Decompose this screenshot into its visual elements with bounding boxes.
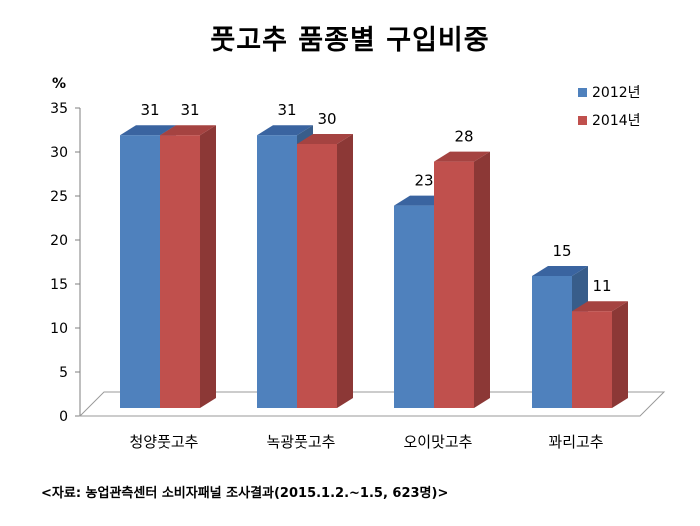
bar-side	[200, 125, 216, 408]
y-tick-label: 25	[50, 189, 68, 205]
data-label: 31	[180, 101, 199, 119]
bar	[532, 276, 572, 408]
bar-top	[120, 125, 176, 136]
y-tick-label: 0	[59, 409, 68, 425]
bar	[120, 135, 160, 408]
data-label: 15	[552, 242, 571, 260]
data-label: 11	[592, 277, 611, 295]
bar	[297, 144, 337, 408]
bar-top	[532, 266, 588, 276]
bar	[257, 135, 297, 408]
source-note: <자료: 농업관측센터 소비자패널 조사결과(2015.1.2.~1.5, 62…	[41, 486, 449, 501]
bar-top	[160, 125, 216, 136]
chart-floor	[78, 391, 666, 417]
chart-title: 풋고추 품종별 구입비중	[210, 25, 490, 56]
y-tick-label: 35	[50, 101, 68, 117]
bar	[572, 311, 612, 408]
y-tick-label: 20	[50, 233, 68, 249]
bar	[394, 205, 434, 408]
legend-label: 2014년	[592, 113, 641, 129]
x-tick-label: 꽈리고추	[548, 433, 603, 451]
data-label: 31	[277, 101, 296, 119]
bar	[434, 161, 474, 408]
bar-top	[297, 134, 353, 144]
data-label: 28	[454, 128, 473, 146]
bar-top	[572, 301, 628, 312]
y-tick-label: 15	[50, 277, 68, 293]
y-tick-label: 10	[50, 321, 68, 337]
bar-side	[612, 301, 628, 408]
x-tick-label: 녹광풋고추	[266, 433, 335, 451]
bar	[160, 135, 200, 408]
legend-swatch	[578, 116, 587, 125]
bar-side	[337, 134, 353, 408]
x-tick-label: 오이맛고추	[403, 433, 472, 451]
bar-top	[434, 151, 490, 162]
y-tick-label: 5	[59, 365, 68, 381]
data-label: 30	[317, 110, 336, 128]
legend-swatch	[578, 88, 587, 97]
y-unit-label: %	[52, 76, 66, 92]
data-label: 31	[140, 101, 159, 119]
bar-top	[257, 125, 313, 136]
bar-side	[474, 151, 490, 408]
y-tick-label: 30	[50, 145, 68, 161]
x-tick-label: 청양풋고추	[129, 433, 198, 451]
data-label: 23	[414, 172, 433, 190]
legend-label: 2012년	[592, 85, 641, 101]
